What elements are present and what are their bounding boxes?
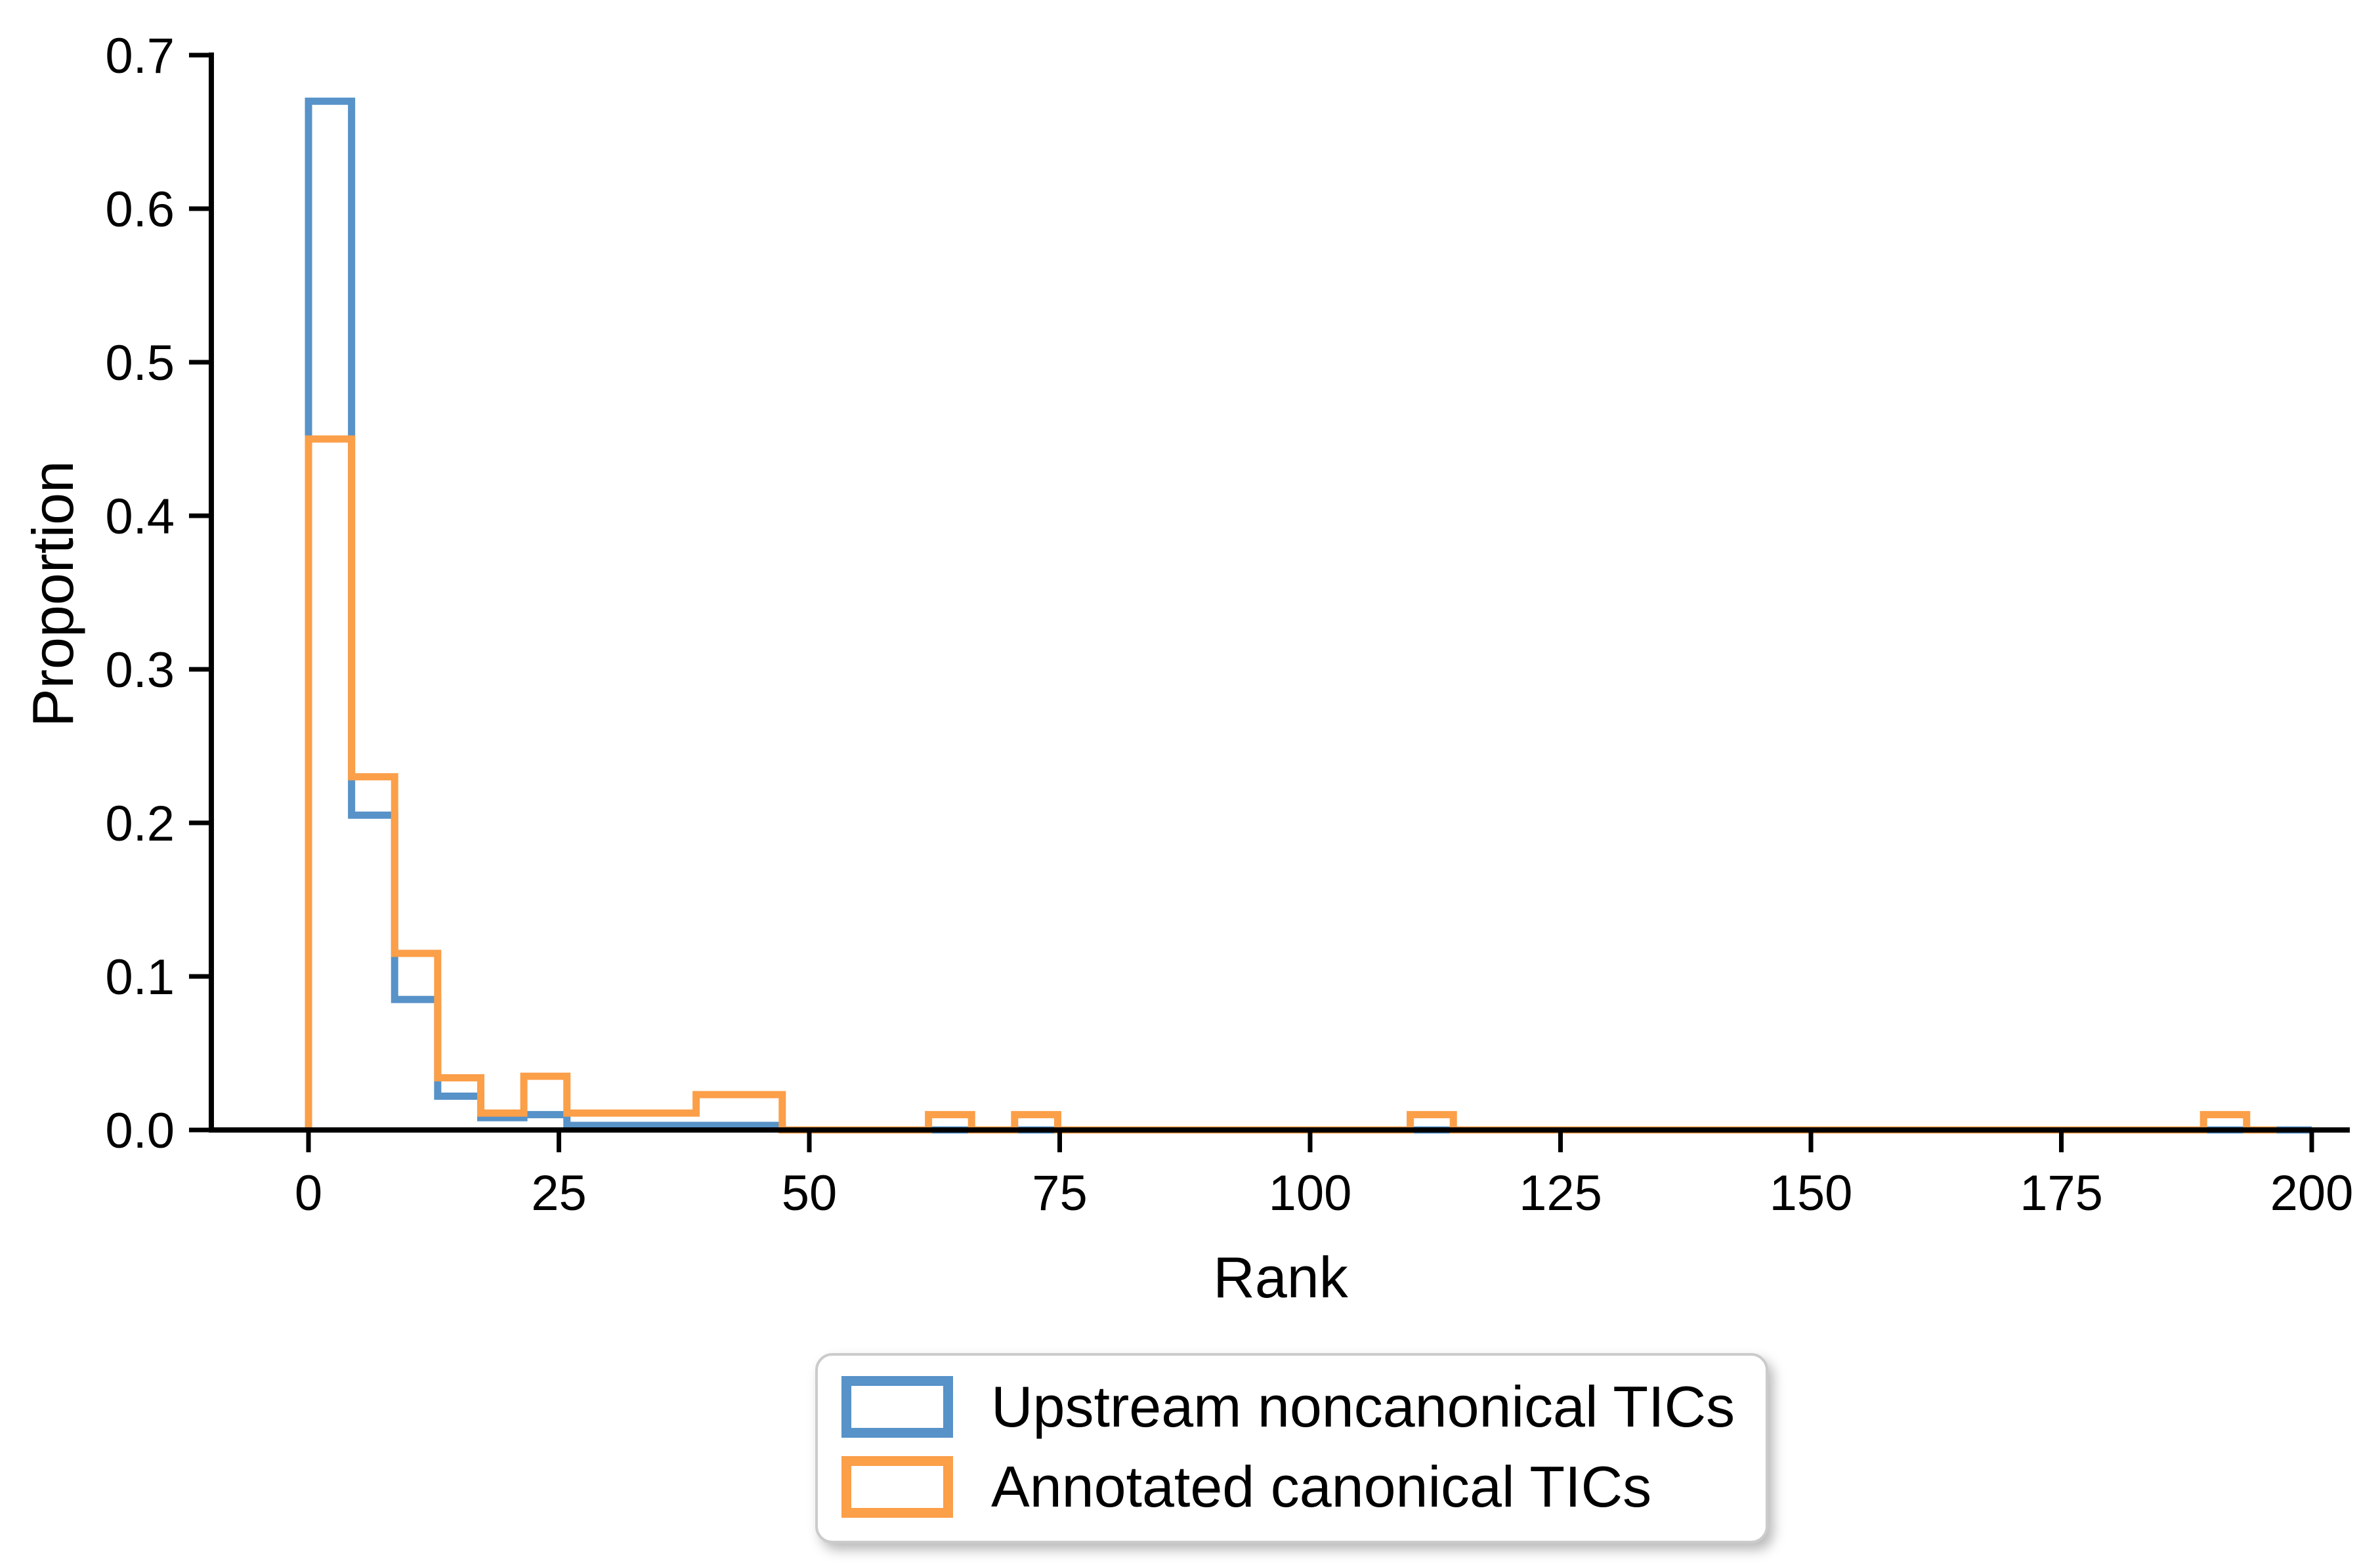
x-tick-label: 100	[1269, 1165, 1352, 1221]
x-tick-label: 200	[2270, 1165, 2354, 1221]
series-upstream-noncanonical-line	[305, 97, 2312, 1134]
x-tick-label: 125	[1519, 1165, 1602, 1221]
x-tick-label: 175	[2020, 1165, 2103, 1221]
y-axis-label: Proportion	[20, 460, 85, 728]
y-tick-label: 0.3	[105, 642, 175, 698]
legend-label-annotated: Annotated canonical TICs	[991, 1454, 1652, 1519]
legend-item-annotated: Annotated canonical TICs	[841, 1455, 1739, 1518]
legend-swatch-annotated-icon	[841, 1456, 953, 1518]
y-tick-label: 0.6	[105, 182, 175, 238]
x-tick-label: 150	[1770, 1165, 1853, 1221]
y-tick-label: 0.4	[105, 489, 175, 545]
y-tick-label: 0.7	[105, 28, 175, 84]
x-tick-label: 75	[1032, 1165, 1088, 1221]
y-tick-label: 0.0	[105, 1103, 175, 1159]
x-axis-label: Rank	[1213, 1245, 1348, 1310]
legend-swatch-upstream-icon	[841, 1376, 953, 1438]
legend-item-upstream: Upstream noncanonical TICs	[841, 1375, 1739, 1438]
y-tick-label: 0.5	[105, 335, 175, 391]
x-tick-label: 50	[782, 1165, 838, 1221]
x-tick-label: 0	[295, 1165, 322, 1221]
y-tick-label: 0.1	[105, 950, 175, 1005]
y-tick-label: 0.2	[105, 796, 175, 852]
legend-label-upstream: Upstream noncanonical TICs	[991, 1374, 1735, 1439]
series-annotated-canonical-line	[305, 435, 2277, 1134]
x-tick-label: 25	[531, 1165, 587, 1221]
legend: Upstream noncanonical TICs Annotated can…	[815, 1353, 1768, 1543]
